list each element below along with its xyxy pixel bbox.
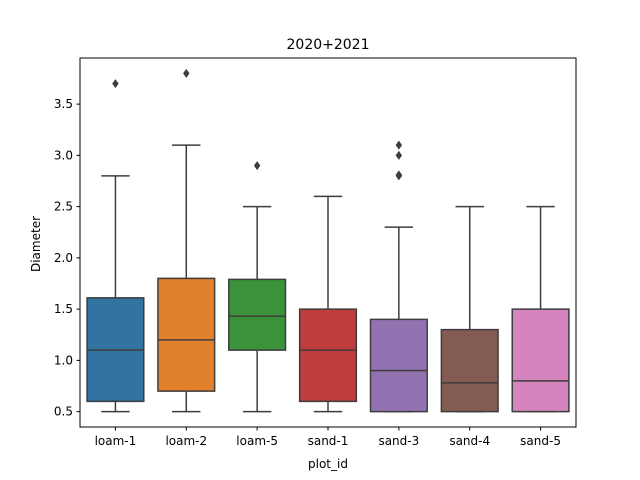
y-tick-label: 3.0	[54, 148, 73, 162]
plot-area: 0.5 1.0 1.5 2.0 2.5 3.0 3.5 loam-1 loam-2 loam-5 s…	[54, 57, 577, 448]
outlier-point	[395, 150, 403, 160]
y-tick-label: 2.0	[54, 251, 73, 265]
chart-title: 2020+2021	[287, 37, 370, 53]
box	[511, 308, 570, 413]
y-tick-label: 0.5	[54, 405, 73, 419]
outlier-point	[395, 140, 403, 150]
outlier-point	[183, 68, 190, 78]
x-tick-label: loam-2	[165, 434, 207, 448]
box	[369, 318, 428, 413]
y-tick-label: 3.5	[54, 97, 73, 111]
x-tick-label: sand-1	[308, 434, 349, 448]
y-tick-label: 1.0	[54, 353, 73, 367]
y-tick-label: 1.5	[54, 302, 73, 316]
x-tick-label: sand-5	[520, 434, 561, 448]
y-axis-title: Diameter	[29, 216, 43, 272]
x-tick-label: loam-5	[236, 434, 278, 448]
x-axis-title: plot_id	[308, 457, 348, 471]
box	[157, 277, 216, 392]
box	[298, 308, 358, 403]
box	[228, 278, 287, 351]
x-tick-label: loam-1	[95, 434, 137, 448]
x-tick-label: sand-4	[449, 434, 490, 448]
y-tick-label: 2.5	[54, 200, 73, 214]
x-tick-label: sand-3	[378, 434, 419, 448]
outlier-point	[395, 170, 403, 180]
outlier-point	[253, 161, 261, 171]
box	[440, 328, 499, 413]
outlier-point	[112, 79, 119, 89]
